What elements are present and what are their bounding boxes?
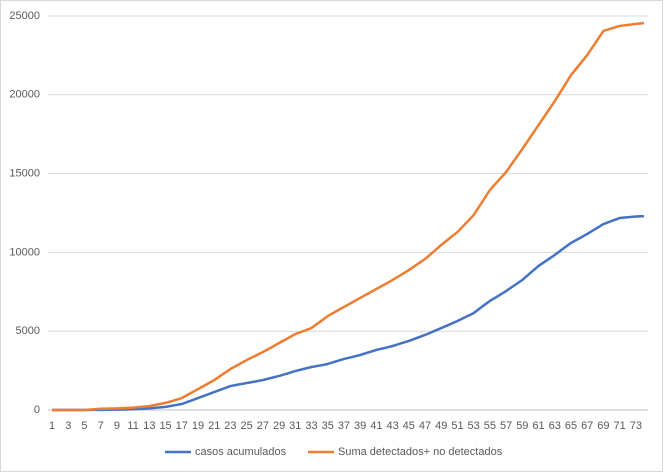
x-tick-label: 49	[435, 420, 447, 432]
y-tick-label: 5000	[16, 325, 40, 337]
x-tick-label: 65	[565, 420, 577, 432]
x-tick-label: 5	[81, 420, 87, 432]
x-tick-label: 47	[419, 420, 431, 432]
y-tick-label: 25000	[9, 10, 40, 22]
x-tick-label: 27	[257, 420, 269, 432]
x-tick-label: 57	[500, 420, 512, 432]
x-tick-label: 73	[630, 420, 642, 432]
x-tick-label: 61	[532, 420, 544, 432]
x-tick-label: 15	[159, 420, 171, 432]
x-tick-label: 59	[516, 420, 528, 432]
x-tick-label: 37	[338, 420, 350, 432]
x-tick-label: 17	[176, 420, 188, 432]
x-tick-label: 25	[241, 420, 253, 432]
series-line	[52, 214, 644, 412]
x-tick-label: 23	[224, 420, 236, 432]
x-tick-label: 55	[484, 420, 496, 432]
y-tick-label: 0	[34, 404, 40, 416]
x-tick-label: 35	[322, 420, 334, 432]
x-tick-label: 53	[468, 420, 480, 432]
x-tick-label: 33	[305, 420, 317, 432]
x-tick-label: 29	[273, 420, 285, 432]
x-tick-label: 63	[549, 420, 561, 432]
x-tick-label: 45	[403, 420, 415, 432]
x-tick-label: 11	[127, 420, 138, 432]
x-tick-label: 21	[208, 420, 220, 432]
x-tick-label: 31	[289, 420, 301, 432]
y-tick-label: 15000	[9, 168, 40, 180]
x-tick-label: 3	[65, 420, 71, 432]
x-tick-label: 51	[451, 420, 463, 432]
x-tick-label: 43	[386, 420, 398, 432]
x-tick-label: 71	[613, 420, 625, 432]
y-tick-label: 20000	[9, 89, 40, 101]
legend-label: casos acumulados	[195, 446, 287, 458]
x-tick-label: 7	[98, 420, 104, 432]
x-tick-label: 19	[192, 420, 204, 432]
x-tick-label: 69	[597, 420, 609, 432]
series-line	[52, 21, 645, 412]
x-tick-label: 1	[49, 420, 55, 432]
x-tick-label: 67	[581, 420, 593, 432]
x-tick-label: 41	[370, 420, 382, 432]
y-tick-label: 10000	[9, 246, 40, 258]
legend-label: Suma detectados+ no detectados	[338, 446, 503, 458]
x-tick-label: 39	[354, 420, 366, 432]
x-tick-label: 9	[114, 420, 120, 432]
x-tick-label: 13	[143, 420, 155, 432]
